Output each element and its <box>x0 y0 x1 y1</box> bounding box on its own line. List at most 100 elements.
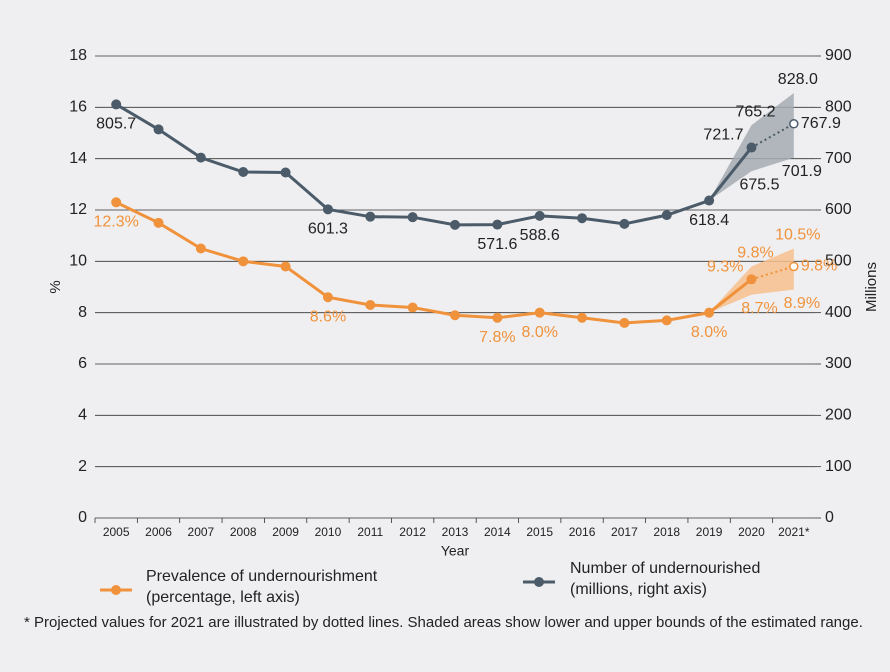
point <box>407 302 418 313</box>
x-tick-label: 2020 <box>738 525 765 539</box>
y-tick-label: 4 <box>78 407 87 424</box>
point <box>195 243 206 254</box>
point <box>450 310 460 321</box>
y2-tick-label: 600 <box>825 201 852 218</box>
point <box>492 219 503 230</box>
projected-line <box>751 265 795 281</box>
y-tick-label: 14 <box>69 150 87 167</box>
y-tick-label: 18 <box>69 47 87 64</box>
point <box>365 211 376 222</box>
upper-label: 828.0 <box>778 71 818 88</box>
point <box>407 212 418 223</box>
x-tick-label: 2006 <box>145 525 172 539</box>
point <box>577 213 588 224</box>
x-tick-label: 2015 <box>526 525 553 539</box>
data-label: 9.3% <box>707 259 743 276</box>
point <box>534 307 545 318</box>
point <box>577 312 588 323</box>
x-tick-label: 2013 <box>442 525 469 539</box>
point <box>746 142 757 153</box>
point <box>365 299 376 310</box>
point <box>492 312 503 323</box>
y-tick-label: 16 <box>69 99 87 116</box>
data-label: 9.8% <box>801 258 837 275</box>
data-label: 8.0% <box>521 324 557 341</box>
x-tick-label: 2011 <box>357 525 383 539</box>
data-label: 7.8% <box>479 329 515 346</box>
legend-label: Number of undernourished (millions, righ… <box>570 560 761 598</box>
point <box>789 261 799 272</box>
y2-tick-label: 400 <box>825 304 852 321</box>
y2-tick-label: 500 <box>825 253 852 270</box>
x-tick-label: 2021* <box>778 525 810 539</box>
x-tick-label: 2010 <box>315 525 342 539</box>
point <box>111 99 122 110</box>
point <box>280 167 291 178</box>
y-tick-label: 10 <box>69 253 87 270</box>
y2-tick-label: 200 <box>825 407 852 424</box>
x-tick-label: 2005 <box>103 525 130 539</box>
y2-axis-label: Millions <box>863 262 880 312</box>
y-tick-label: 12 <box>69 201 87 218</box>
data-label: 8.6% <box>310 308 346 325</box>
x-tick-label: 2012 <box>399 525 426 539</box>
point <box>322 204 333 215</box>
point <box>450 219 460 230</box>
y2-tick-label: 900 <box>825 47 852 64</box>
x-tick-label: 2008 <box>230 525 257 539</box>
lower-label: 8.7% <box>741 300 777 317</box>
lower-label: 701.9 <box>782 163 822 180</box>
data-label: 588.6 <box>520 227 560 244</box>
y2-tick-label: 700 <box>825 150 852 167</box>
y-tick-label: 6 <box>78 355 87 372</box>
y-axis-label: % <box>47 280 64 293</box>
footnote: * Projected values for 2021 are illustra… <box>24 614 863 631</box>
point <box>238 167 249 178</box>
data-label: 8.0% <box>691 324 727 341</box>
point <box>746 274 757 285</box>
x-tick-label: 2007 <box>188 525 215 539</box>
x-tick-label: 2017 <box>611 525 638 539</box>
x-tick-label: 2014 <box>484 525 511 539</box>
point <box>238 256 249 267</box>
upper-label: 765.2 <box>735 103 775 120</box>
point <box>661 210 672 221</box>
data-label: 767.9 <box>801 115 841 132</box>
line <box>115 103 753 227</box>
y2-tick-label: 300 <box>825 355 852 372</box>
data-label: 805.7 <box>96 116 136 133</box>
data-label: 618.4 <box>689 212 729 229</box>
x-tick-label: 2018 <box>653 525 680 539</box>
legend-label: Prevalence of undernourishment (percenta… <box>146 568 378 606</box>
y2-tick-label: 0 <box>825 509 834 526</box>
point <box>534 210 545 221</box>
point <box>111 197 122 208</box>
upper-label: 10.5% <box>775 227 820 244</box>
y-tick-label: 2 <box>78 458 87 475</box>
projected-line <box>750 122 795 149</box>
point <box>280 261 291 272</box>
point <box>661 315 672 326</box>
y2-tick-label: 800 <box>825 99 852 116</box>
point <box>704 307 715 318</box>
chart: % Millions Year 0 2 4 6 8 10 12 14 16 18 0 100 200 30… <box>47 47 880 559</box>
point <box>789 119 799 129</box>
x-axis-label: Year <box>441 543 470 559</box>
y2-tick-label: 100 <box>825 458 852 475</box>
x-tick-label: 2009 <box>272 525 299 539</box>
point <box>619 218 630 229</box>
lower-label: 675.5 <box>739 176 779 193</box>
line <box>115 200 753 325</box>
point <box>322 292 333 303</box>
point <box>195 152 206 163</box>
point <box>153 217 164 228</box>
y-tick-label: 8 <box>78 304 87 321</box>
point <box>153 124 164 135</box>
upper-label: 9.8% <box>737 245 773 262</box>
data-label: 721.7 <box>703 127 743 144</box>
x-tick-label: 2019 <box>696 525 723 539</box>
lower-label: 8.9% <box>784 295 820 312</box>
data-label: 571.6 <box>477 236 517 253</box>
x-tick-label: 2016 <box>569 525 596 539</box>
